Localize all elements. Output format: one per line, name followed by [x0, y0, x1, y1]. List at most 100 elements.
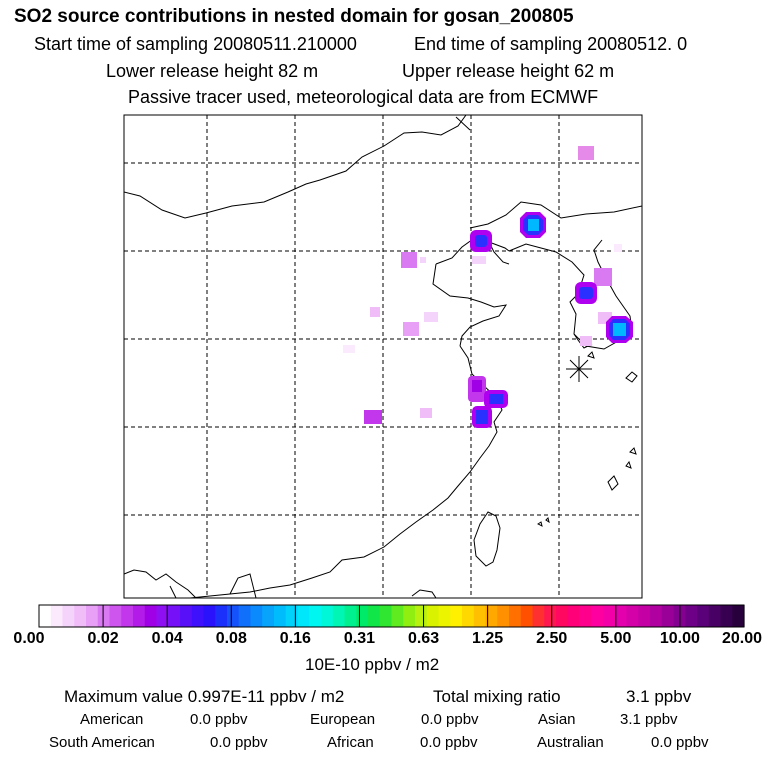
- sampling-start-time: Start time of sampling 20080511.210000: [34, 34, 357, 54]
- colorbar-cell: [274, 605, 287, 627]
- colorbar-cells: [39, 605, 745, 627]
- region-name-african: African: [327, 734, 374, 751]
- tracer-note: Passive tracer used, meteorological data…: [128, 87, 599, 107]
- total-mixing-value: 3.1 ppbv: [626, 687, 692, 706]
- colorbar-cell: [285, 605, 299, 627]
- colorbar-tick-label: 20.00: [721, 630, 763, 647]
- colorbar-cell: [614, 605, 628, 627]
- upper-release-height: Upper release height 62 m: [402, 61, 615, 81]
- colorbar-cell: [509, 605, 522, 627]
- plume-patch: [614, 244, 622, 252]
- colorbar-cell: [215, 605, 228, 627]
- colorbar-cell: [626, 605, 639, 627]
- colorbar-cell: [203, 605, 216, 627]
- colorbar-cell: [297, 605, 310, 627]
- maximum-value: Maximum value 0.997E-11 ppbv / m2: [64, 687, 345, 706]
- colorbar-cell: [720, 605, 733, 627]
- colorbar-cell: [332, 605, 346, 627]
- region-name-asian: Asian: [538, 711, 576, 728]
- plume-patch: [594, 268, 612, 286]
- plume-patch: [578, 146, 594, 160]
- colorbar-cell: [356, 605, 369, 627]
- colorbar-tick-label: 1.25: [472, 630, 504, 647]
- grid-lines: [124, 115, 642, 598]
- colorbar-cell: [579, 605, 592, 627]
- plume-patch: [343, 345, 355, 353]
- hotspot-northeast-china: [520, 212, 546, 238]
- colorbar-tick-label: 2.50: [536, 630, 568, 647]
- plume-patch: [403, 322, 419, 336]
- colorbar-cell: [544, 605, 557, 627]
- colorbar-tick-label: 0.63: [407, 630, 440, 647]
- colorbar-cell: [497, 605, 510, 627]
- colorbar-cell: [567, 605, 581, 627]
- region-name-european: European: [310, 711, 376, 728]
- colorbar-cell: [473, 605, 487, 627]
- colorbar-cell: [250, 605, 263, 627]
- plume-patch: [370, 307, 380, 317]
- colorbar-cell: [309, 605, 322, 627]
- colorbar-cell: [426, 605, 440, 627]
- colorbar-cell: [708, 605, 722, 627]
- colorbar-cell: [732, 605, 745, 627]
- colorbar-cell: [227, 605, 240, 627]
- lower-release-height: Lower release height 82 m: [106, 61, 319, 81]
- colorbar-cell: [168, 605, 181, 627]
- plume-patch: [420, 408, 432, 418]
- hotspot-beijing: [470, 230, 492, 252]
- colorbar-cell: [344, 605, 357, 627]
- colorbar-tick-label: 0.16: [279, 630, 311, 647]
- hotspot-shanghai: [468, 376, 508, 428]
- colorbar-tick-label: 0.02: [87, 630, 119, 647]
- colorbar-cell: [661, 605, 675, 627]
- receptor-marker: [566, 356, 592, 382]
- colorbar-frame: [38, 604, 745, 628]
- plume-patch: [580, 336, 592, 346]
- colorbar-cell: [62, 605, 75, 627]
- colorbar-tick-label: 5.00: [600, 630, 632, 647]
- region-name-australian: Australian: [537, 734, 604, 751]
- colorbar-unit-label: 10E-10 ppbv / m2: [305, 655, 440, 674]
- colorbar-cell: [86, 605, 99, 627]
- sampling-end-time: End time of sampling 20080512. 0: [414, 34, 688, 54]
- colorbar-cell: [50, 605, 64, 627]
- colorbar-cell: [391, 605, 404, 627]
- colorbar-cell: [97, 605, 111, 627]
- colorbar-tick-label: 0.00: [13, 630, 45, 647]
- colorbar-cell: [144, 605, 158, 627]
- plume-patch: [364, 410, 382, 424]
- region-name-american: American: [80, 711, 144, 728]
- colorbar-cell: [591, 605, 604, 627]
- colorbar-cell: [638, 605, 651, 627]
- colorbar-cell: [379, 605, 393, 627]
- colorbar-cell: [133, 605, 146, 627]
- colorbar-cell: [603, 605, 616, 627]
- plume-patch: [401, 252, 417, 268]
- colorbar-tick-label: 0.08: [215, 630, 247, 647]
- colorbar-cell: [403, 605, 416, 627]
- colorbar-cell: [697, 605, 710, 627]
- colorbar-cell: [438, 605, 451, 627]
- region-name-south-american: South American: [49, 734, 155, 751]
- region-value-asian: 3.1 ppbv: [620, 711, 678, 728]
- colorbar-cell: [520, 605, 534, 627]
- plume-patch: [472, 256, 486, 264]
- region-value-australian: 0.0 ppbv: [651, 734, 709, 751]
- colorbar-cell: [368, 605, 381, 627]
- colorbar-cell: [415, 605, 428, 627]
- region-value-european: 0.0 ppbv: [421, 711, 479, 728]
- colorbar-cell: [180, 605, 193, 627]
- colorbar-cell: [532, 605, 545, 627]
- colorbar-cell: [156, 605, 169, 627]
- region-value-american: 0.0 ppbv: [190, 711, 248, 728]
- colorbar-cell: [462, 605, 475, 627]
- region-value-south-american: 0.0 ppbv: [210, 734, 268, 751]
- colorbar-cell: [109, 605, 122, 627]
- plume-patch: [420, 257, 426, 263]
- colorbar-cell: [485, 605, 498, 627]
- colorbar-cell: [321, 605, 334, 627]
- colorbar-cell: [74, 605, 87, 627]
- colorbar-cell: [39, 605, 52, 627]
- colorbar-cell: [650, 605, 663, 627]
